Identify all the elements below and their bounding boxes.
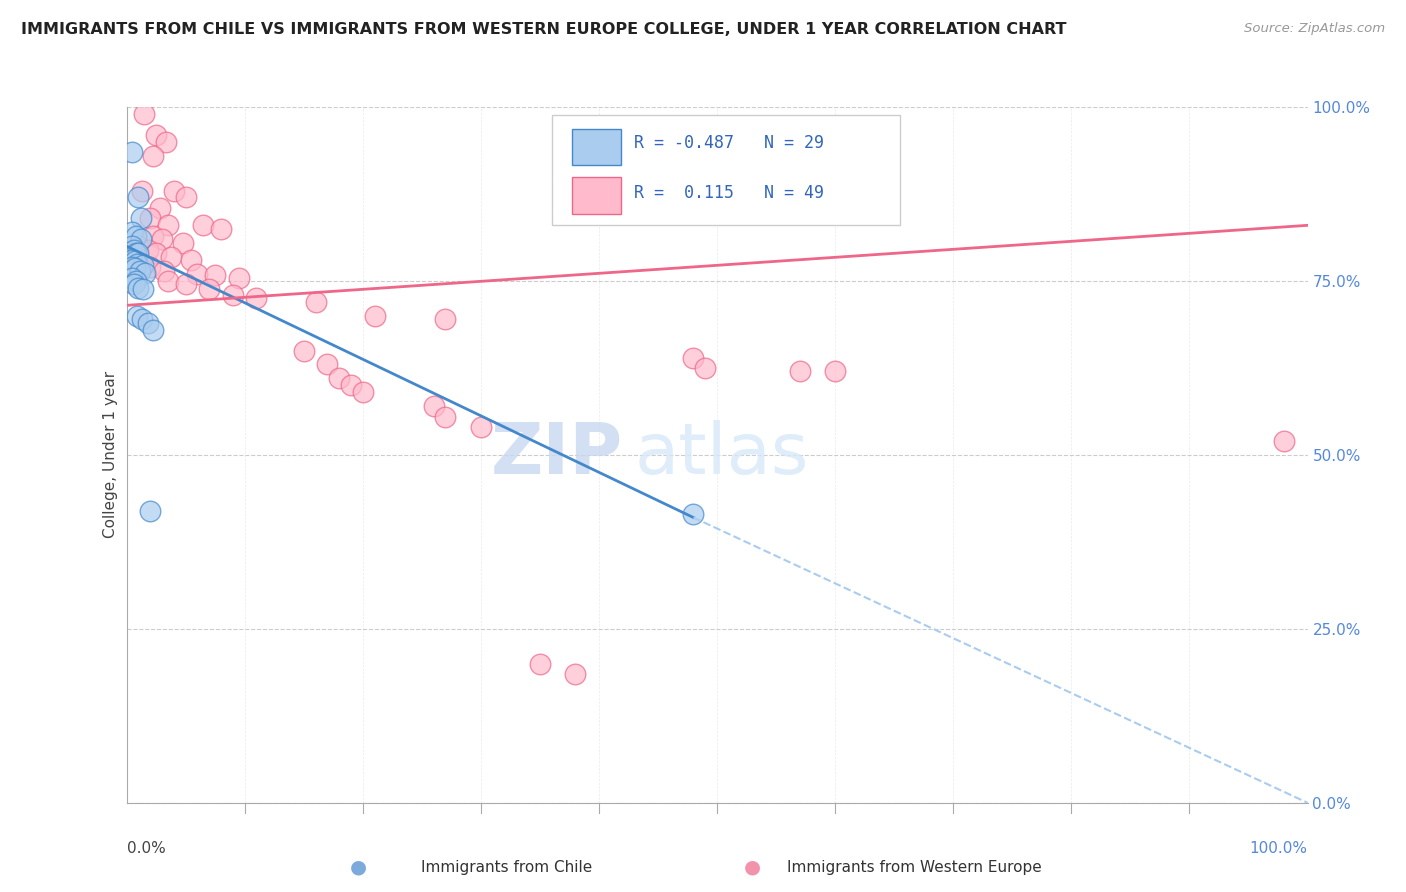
Point xyxy=(564,667,586,681)
Text: ZIP: ZIP xyxy=(491,420,623,490)
Point xyxy=(156,219,179,233)
Point xyxy=(789,364,811,378)
Point xyxy=(682,507,704,521)
Point xyxy=(129,232,152,246)
Point xyxy=(824,364,846,378)
Point xyxy=(328,371,350,385)
Point xyxy=(127,246,149,260)
Point xyxy=(363,309,385,323)
Point xyxy=(1272,434,1295,448)
Point xyxy=(131,312,153,326)
Point xyxy=(121,225,143,239)
Point xyxy=(139,260,162,274)
Point xyxy=(127,309,149,323)
Point xyxy=(139,503,162,517)
Point xyxy=(352,385,374,400)
Text: R =  0.115   N = 49: R = 0.115 N = 49 xyxy=(634,184,824,202)
Point xyxy=(132,258,155,272)
Point xyxy=(695,360,717,375)
Point xyxy=(127,281,149,295)
Text: 100.0%: 100.0% xyxy=(1250,841,1308,856)
Point xyxy=(340,378,363,392)
Bar xyxy=(572,178,621,213)
Point xyxy=(134,107,156,121)
Text: Immigrants from Western Europe: Immigrants from Western Europe xyxy=(786,860,1042,874)
Point xyxy=(125,246,148,260)
Point xyxy=(139,211,162,226)
Point xyxy=(292,343,315,358)
Point xyxy=(131,184,153,198)
Point xyxy=(122,277,145,292)
Text: Source: ZipAtlas.com: Source: ZipAtlas.com xyxy=(1244,22,1385,36)
Point xyxy=(121,253,143,268)
Point xyxy=(141,149,163,163)
Point xyxy=(209,222,232,236)
Point xyxy=(145,128,167,142)
Point xyxy=(422,399,444,413)
Point xyxy=(204,268,226,283)
Point xyxy=(470,420,492,434)
Point xyxy=(125,228,148,243)
Point xyxy=(193,219,215,233)
Point xyxy=(136,316,159,330)
Point xyxy=(174,277,197,292)
Point xyxy=(198,282,221,296)
Point xyxy=(434,312,457,326)
Point xyxy=(434,409,457,424)
Point xyxy=(134,266,156,280)
Point xyxy=(122,243,145,257)
Point xyxy=(121,260,143,274)
Point xyxy=(174,190,197,204)
Point xyxy=(228,270,250,285)
Point xyxy=(128,263,150,277)
Text: ●: ● xyxy=(744,857,761,877)
Bar xyxy=(572,129,621,165)
Point xyxy=(160,250,183,264)
Point xyxy=(529,657,551,671)
Point xyxy=(153,263,176,277)
Point xyxy=(150,232,173,246)
Point xyxy=(136,243,159,257)
Text: IMMIGRANTS FROM CHILE VS IMMIGRANTS FROM WESTERN EUROPE COLLEGE, UNDER 1 YEAR CO: IMMIGRANTS FROM CHILE VS IMMIGRANTS FROM… xyxy=(21,22,1067,37)
Point xyxy=(121,145,143,160)
Point xyxy=(127,239,149,253)
Point xyxy=(155,135,177,149)
Point xyxy=(186,267,208,281)
Point xyxy=(222,288,245,302)
Point xyxy=(682,351,704,365)
Text: atlas: atlas xyxy=(634,420,808,490)
Point xyxy=(121,239,143,253)
Point xyxy=(156,274,179,288)
Point xyxy=(129,256,152,270)
Point xyxy=(124,254,146,268)
Text: R = -0.487   N = 29: R = -0.487 N = 29 xyxy=(634,134,824,152)
Point xyxy=(172,235,194,250)
Text: Immigrants from Chile: Immigrants from Chile xyxy=(420,860,592,874)
Point xyxy=(163,184,186,198)
Point xyxy=(127,256,149,270)
Point xyxy=(304,294,326,309)
Point xyxy=(145,246,167,260)
Point xyxy=(149,201,172,215)
Point xyxy=(245,291,267,305)
Point xyxy=(180,253,202,268)
Point xyxy=(124,261,146,276)
Point xyxy=(129,211,152,226)
Text: 0.0%: 0.0% xyxy=(127,841,166,856)
Text: ●: ● xyxy=(350,857,367,877)
Y-axis label: College, Under 1 year: College, Under 1 year xyxy=(103,371,118,539)
Point xyxy=(125,274,148,288)
Point xyxy=(141,323,163,337)
Point xyxy=(141,228,163,243)
Point xyxy=(132,282,155,296)
Point xyxy=(127,190,149,204)
Point xyxy=(316,358,339,372)
Point xyxy=(121,270,143,285)
FancyBboxPatch shape xyxy=(551,115,900,226)
